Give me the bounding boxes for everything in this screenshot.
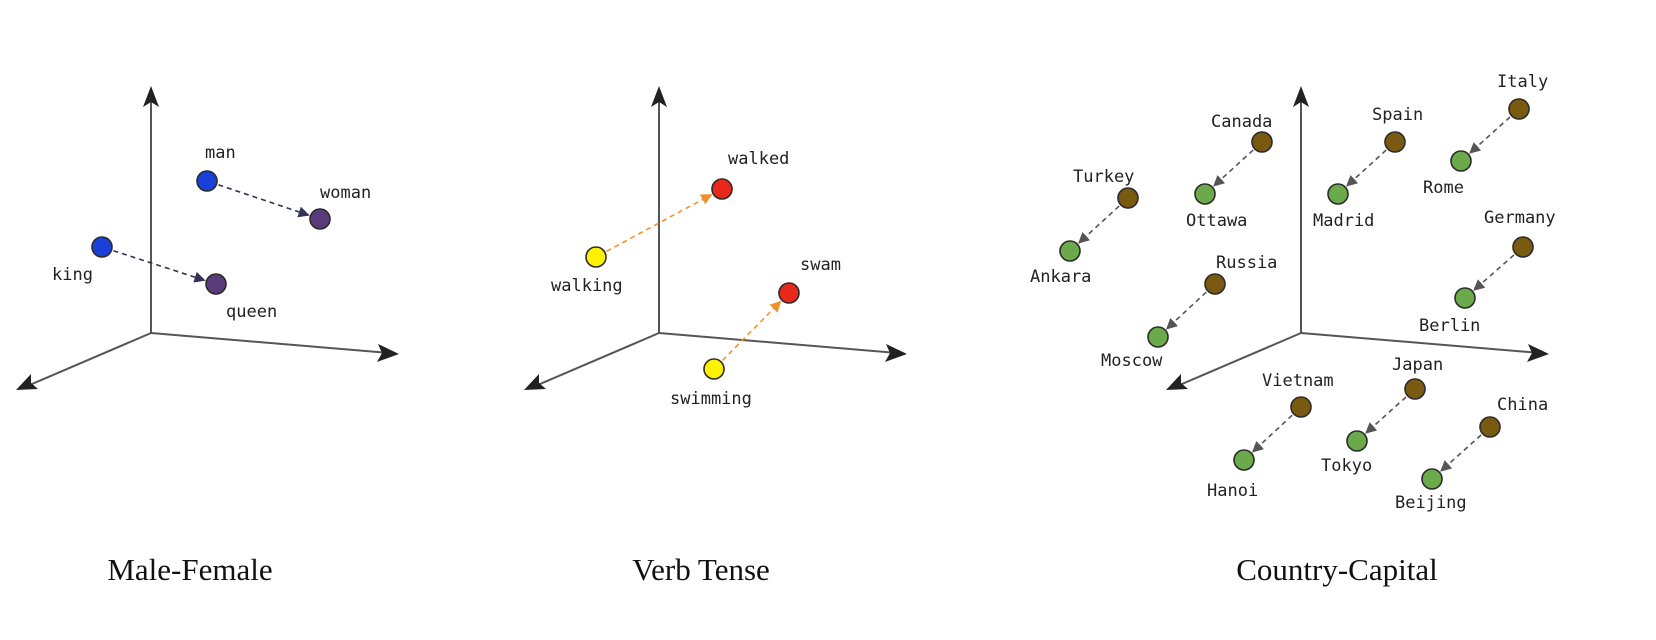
point-madrid [1327,183,1349,205]
relations-country-capital [1078,116,1515,472]
labels-country-capital: Turkey Ankara Canada Ottawa Spain Madrid… [1030,72,1556,513]
point-berlin [1454,287,1476,309]
point-moscow [1147,326,1169,348]
points-male-female [91,170,331,295]
point-germany [1512,236,1534,258]
relation-arrow-turkey-ankara [1078,205,1120,244]
label-swam: swam [800,255,841,275]
relation-arrow-walking-walked [606,193,713,253]
label-hanoi: Hanoi [1207,481,1258,501]
label-russia: Russia [1216,253,1277,273]
label-beijing: Beijing [1395,493,1467,513]
axes-country-capital [1166,86,1549,390]
axis-up-arrowhead [1293,86,1309,107]
point-tokyo [1346,430,1368,452]
labels-verb-tense: walking walked swimming swam [551,149,841,409]
label-turkey: Turkey [1073,167,1134,187]
axis-down-left [1174,332,1302,388]
relation-arrow-china-beijing [1440,434,1482,472]
label-king: king [52,265,93,285]
relations-male-female [113,184,310,283]
relation-arrow-king-queen [113,249,206,283]
axis-right [150,332,391,354]
point-rome [1450,150,1472,172]
label-canada: Canada [1211,112,1272,132]
relation-arrow-man-woman [218,184,310,218]
point-russia [1204,273,1226,295]
label-madrid: Madrid [1313,211,1374,231]
relation-arrow-spain-madrid [1346,149,1387,187]
point-japan [1404,378,1426,400]
labels-male-female: man woman king queen [52,143,371,322]
relation-arrow-japan-tokyo [1365,396,1407,434]
label-moscow: Moscow [1101,351,1163,371]
label-vietnam: Vietnam [1262,371,1334,391]
axis-right-arrowhead [377,344,399,362]
label-japan: Japan [1392,355,1443,375]
label-walking: walking [551,276,623,296]
panel-male-female: man woman king queen Male-Female [16,86,399,587]
relation-arrow-swimming-swam [721,300,782,362]
axes-verb-tense [524,86,907,390]
relation-arrow-russia-moscow [1165,291,1207,330]
axis-right-arrowhead [1527,344,1549,362]
point-beijing [1421,468,1443,490]
point-queen [205,273,227,295]
axis-left-arrowhead [1166,374,1188,390]
panel-country-capital: Turkey Ankara Canada Ottawa Spain Madrid… [1030,72,1556,587]
point-canada [1251,131,1273,153]
label-germany: Germany [1484,208,1556,228]
point-ankara [1059,240,1081,262]
axis-left-arrowhead [524,374,546,390]
relations-verb-tense [606,193,782,362]
label-berlin: Berlin [1419,316,1480,336]
relation-arrow-germany-berlin [1473,254,1515,291]
point-spain [1384,131,1406,153]
axis-left-arrowhead [16,374,38,390]
points-verb-tense [585,178,800,380]
point-walked [711,178,733,200]
points-country-capital [1059,98,1534,490]
point-swam [778,282,800,304]
axis-down-left [24,332,152,388]
point-ottawa [1194,183,1216,205]
axis-up-arrowhead [651,86,667,107]
relation-arrow-vietnam-hanoi [1251,414,1293,453]
label-italy: Italy [1497,72,1548,92]
caption-country-capital: Country-Capital [1236,552,1437,587]
axis-right-arrowhead [885,344,907,362]
point-hanoi [1233,449,1255,471]
axis-right [1300,332,1541,354]
caption-male-female: Male-Female [107,552,272,587]
label-swimming: swimming [670,389,752,409]
label-china: China [1497,395,1548,415]
point-italy [1508,98,1530,120]
relation-arrow-canada-ottawa [1213,149,1254,187]
label-tokyo: Tokyo [1321,456,1372,476]
point-china [1479,416,1501,438]
relation-arrow-italy-rome [1469,116,1511,154]
label-rome: Rome [1423,178,1464,198]
point-man [196,170,218,192]
point-walking [585,246,607,268]
point-king [91,236,113,258]
label-woman: woman [320,183,371,203]
point-woman [309,208,331,230]
point-swimming [703,358,725,380]
axis-up-arrowhead [143,86,159,107]
axis-down-left [532,332,660,388]
point-turkey [1117,187,1139,209]
panel-verb-tense: walking walked swimming swam Verb Tense [524,86,907,587]
label-spain: Spain [1372,105,1423,125]
label-walked: walked [728,149,789,169]
label-queen: queen [226,302,277,322]
axis-right [658,332,899,354]
point-vietnam [1290,396,1312,418]
axes-male-female [16,86,399,390]
label-man: man [205,143,236,163]
caption-verb-tense: Verb Tense [632,552,770,587]
label-ankara: Ankara [1030,267,1091,287]
label-ottawa: Ottawa [1186,211,1247,231]
